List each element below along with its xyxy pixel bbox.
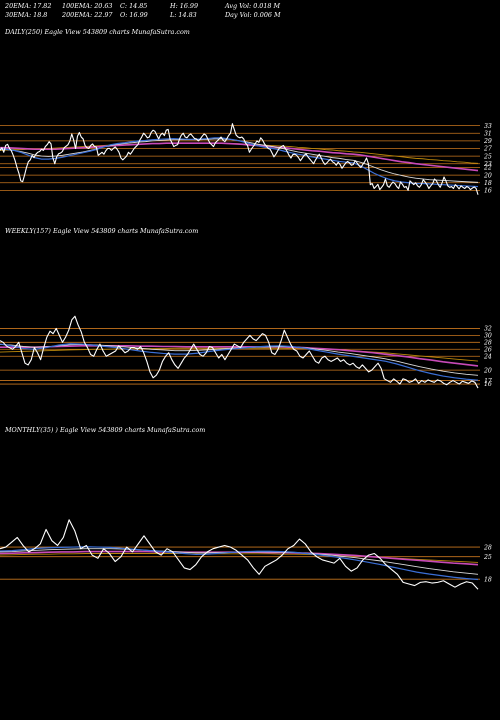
header-30ema: 30EMA: 18.8 [5, 11, 48, 19]
weekly-tick-label-4: 24 [483, 353, 492, 360]
weekly-tick-label-3: 26 [483, 346, 492, 353]
weekly-panel-label: WEEKLY(157) Eagle View 543809 charts Mun… [5, 227, 199, 235]
header-low: L: 14.83 [170, 11, 197, 19]
weekly-price-line [0, 315, 479, 389]
weekly-tick-label-1: 30 [484, 333, 492, 340]
daily-ema100-line [0, 142, 479, 172]
monthly-tick-label-0: 28 [483, 544, 492, 551]
weekly-ema200-line [0, 347, 479, 362]
weekly-ema20-line [0, 343, 479, 381]
daily-tick-label-1: 31 [484, 130, 492, 137]
header-20ema: 20EMA: 17.82 [5, 2, 52, 10]
monthly-ema200-line [0, 553, 479, 563]
header-day-vol: Day Vol: 0.006 M [225, 11, 281, 19]
monthly-price-line [0, 519, 479, 590]
monthly-tick-label-1: 25 [483, 554, 492, 561]
daily-panel-label: DAILY(250) Eagle View 543809 charts Muna… [5, 28, 190, 36]
header-avg-vol: Avg Vol: 0.018 M [225, 2, 281, 10]
monthly-tick-label-2: 18 [484, 576, 492, 583]
weekly-tick-label-2: 28 [483, 340, 492, 347]
weekly-tick-label-0: 32 [484, 326, 492, 333]
monthly-chart: 28 25 18 [0, 519, 492, 590]
monthly-panel-label: MONTHLY(35) ) Eagle View 543809 charts M… [5, 426, 206, 434]
daily-tick-label-8: 18 [484, 180, 492, 187]
daily-tick-label-2: 29 [483, 138, 492, 145]
daily-ema20-line [0, 137, 479, 188]
daily-ema30-line [0, 138, 479, 183]
weekly-tick-label-7: 16 [484, 381, 492, 388]
header-close: C: 14.85 [120, 2, 148, 10]
header-100ema: 100EMA: 20.63 [62, 2, 113, 10]
weekly-tick-label-6: 17 [484, 378, 492, 385]
header-open: O: 16.99 [120, 11, 148, 19]
daily-ema200-line [0, 142, 479, 164]
daily-tick-label-4: 25 [483, 153, 492, 160]
weekly-tick-label-5: 20 [483, 367, 492, 374]
daily-tick-label-5: 23 [483, 161, 492, 168]
header-200ema: 200EMA: 22.97 [62, 11, 113, 19]
daily-tick-label-9: 16 [484, 188, 492, 195]
daily-price-line [0, 123, 479, 195]
daily-tick-label-7: 20 [483, 172, 492, 179]
header-high: H: 16.99 [170, 2, 199, 10]
daily-tick-label-3: 27 [483, 146, 492, 153]
daily-tick-label-6: 22 [483, 165, 492, 172]
daily-tick-label-0: 33 [484, 123, 492, 130]
